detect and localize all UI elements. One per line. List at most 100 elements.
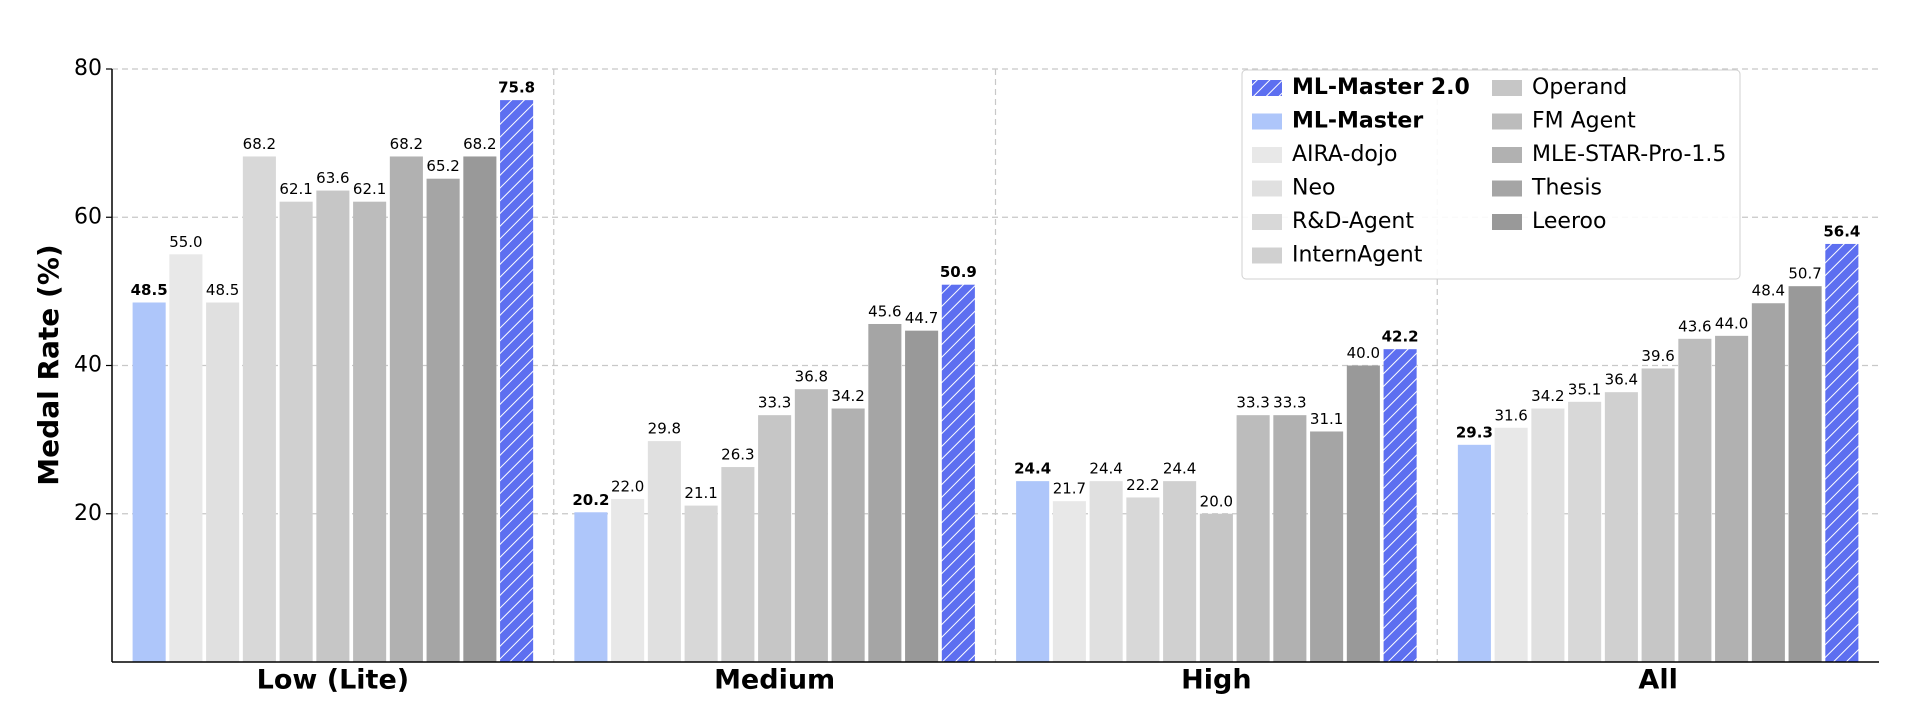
value-label: 48.4 bbox=[1752, 282, 1785, 300]
legend-label: Operand bbox=[1532, 75, 1627, 100]
legend: ML-Master 2.0 ML-Master AIRA-dojo Neo R&D-Ag… bbox=[1241, 69, 1741, 280]
value-label: 65.2 bbox=[426, 157, 459, 175]
value-label: 68.2 bbox=[390, 135, 423, 153]
bar bbox=[1383, 349, 1417, 662]
value-label: 29.8 bbox=[648, 420, 681, 438]
bar bbox=[1163, 481, 1197, 662]
bar bbox=[1641, 368, 1675, 662]
value-label: 33.3 bbox=[758, 394, 791, 412]
bar bbox=[169, 254, 203, 662]
bar bbox=[1457, 444, 1491, 662]
bar bbox=[242, 156, 276, 662]
value-label: 34.2 bbox=[831, 387, 864, 405]
bar bbox=[1531, 408, 1565, 662]
bar bbox=[132, 302, 166, 662]
value-label: 50.7 bbox=[1788, 265, 1821, 283]
bar bbox=[1199, 513, 1233, 662]
bar bbox=[1273, 415, 1307, 662]
bar bbox=[684, 505, 718, 662]
value-label: 55.0 bbox=[169, 233, 202, 251]
value-label: 31.1 bbox=[1310, 410, 1343, 428]
value-label: 68.2 bbox=[463, 135, 496, 153]
legend-swatch bbox=[1492, 113, 1522, 130]
value-label: 63.6 bbox=[316, 169, 349, 187]
bar bbox=[1678, 338, 1712, 662]
x-tick-label: All bbox=[1638, 665, 1677, 696]
bar bbox=[758, 415, 792, 662]
bar bbox=[868, 323, 902, 662]
value-label: 20.2 bbox=[572, 491, 609, 509]
bar bbox=[353, 201, 387, 662]
bar bbox=[1016, 481, 1050, 662]
bar bbox=[831, 408, 865, 662]
value-label: 40.0 bbox=[1347, 344, 1380, 362]
x-tick-label: Low (Lite) bbox=[257, 665, 409, 696]
value-label: 45.6 bbox=[868, 302, 901, 320]
bar bbox=[1310, 431, 1344, 662]
value-label: 34.2 bbox=[1531, 387, 1564, 405]
bar bbox=[1126, 497, 1160, 662]
bar bbox=[1788, 286, 1822, 662]
value-label: 31.6 bbox=[1494, 406, 1527, 424]
y-axis-label: Medal Rate (%) bbox=[32, 244, 65, 485]
x-tick-label: Medium bbox=[714, 665, 835, 696]
legend-label: Thesis bbox=[1531, 176, 1602, 201]
bar bbox=[794, 389, 828, 662]
bar bbox=[463, 156, 497, 662]
legend-swatch bbox=[1252, 80, 1282, 96]
legend-swatch bbox=[1252, 180, 1282, 197]
bar bbox=[611, 498, 645, 662]
legend-swatch bbox=[1492, 214, 1522, 230]
legend-box bbox=[1241, 69, 1741, 280]
bar bbox=[574, 512, 608, 662]
bar bbox=[1346, 365, 1380, 662]
value-label: 24.4 bbox=[1014, 460, 1051, 478]
bar bbox=[1052, 501, 1086, 662]
bar bbox=[905, 330, 939, 662]
legend-swatch bbox=[1492, 80, 1522, 96]
value-label: 21.7 bbox=[1053, 480, 1086, 498]
value-label: 62.1 bbox=[353, 180, 386, 198]
legend-swatch bbox=[1252, 147, 1282, 163]
y-tick-label: 40 bbox=[74, 353, 102, 378]
bar bbox=[389, 156, 423, 662]
legend-swatch bbox=[1492, 180, 1522, 197]
value-label: 29.3 bbox=[1456, 423, 1493, 441]
value-label: 33.3 bbox=[1273, 394, 1306, 412]
bar bbox=[1089, 481, 1123, 662]
bar bbox=[1236, 415, 1270, 662]
bar bbox=[316, 190, 350, 662]
value-label: 68.2 bbox=[243, 135, 276, 153]
value-label: 24.4 bbox=[1089, 460, 1122, 478]
value-label: 21.1 bbox=[684, 484, 717, 502]
bar bbox=[1494, 427, 1528, 662]
legend-swatch bbox=[1252, 247, 1282, 264]
legend-label: MLE-STAR-Pro-1.5 bbox=[1532, 142, 1726, 167]
legend-label: Leeroo bbox=[1532, 209, 1606, 234]
bar bbox=[1715, 335, 1749, 662]
legend-label: ML-Master 2.0 bbox=[1292, 75, 1470, 100]
bar bbox=[279, 201, 313, 662]
value-label: 44.7 bbox=[905, 309, 938, 327]
legend-swatch bbox=[1252, 113, 1282, 130]
value-label: 42.2 bbox=[1382, 328, 1419, 346]
value-label: 43.6 bbox=[1678, 317, 1711, 335]
bar bbox=[500, 100, 534, 662]
value-label: 48.5 bbox=[206, 281, 239, 299]
legend-label: R&D-Agent bbox=[1292, 209, 1414, 234]
bar bbox=[426, 178, 460, 662]
value-label: 22.2 bbox=[1126, 476, 1159, 494]
value-label: 75.8 bbox=[498, 79, 535, 97]
legend-swatch bbox=[1252, 214, 1282, 230]
value-label: 33.3 bbox=[1236, 394, 1269, 412]
value-label: 20.0 bbox=[1200, 492, 1233, 510]
value-label: 35.1 bbox=[1568, 380, 1601, 398]
value-label: 26.3 bbox=[721, 446, 754, 464]
y-tick-label: 60 bbox=[74, 204, 102, 229]
bar bbox=[1825, 243, 1859, 662]
value-label: 36.4 bbox=[1605, 371, 1638, 389]
legend-label: Neo bbox=[1292, 176, 1335, 201]
legend-label: FM Agent bbox=[1532, 109, 1636, 134]
legend-label: InternAgent bbox=[1292, 243, 1423, 268]
